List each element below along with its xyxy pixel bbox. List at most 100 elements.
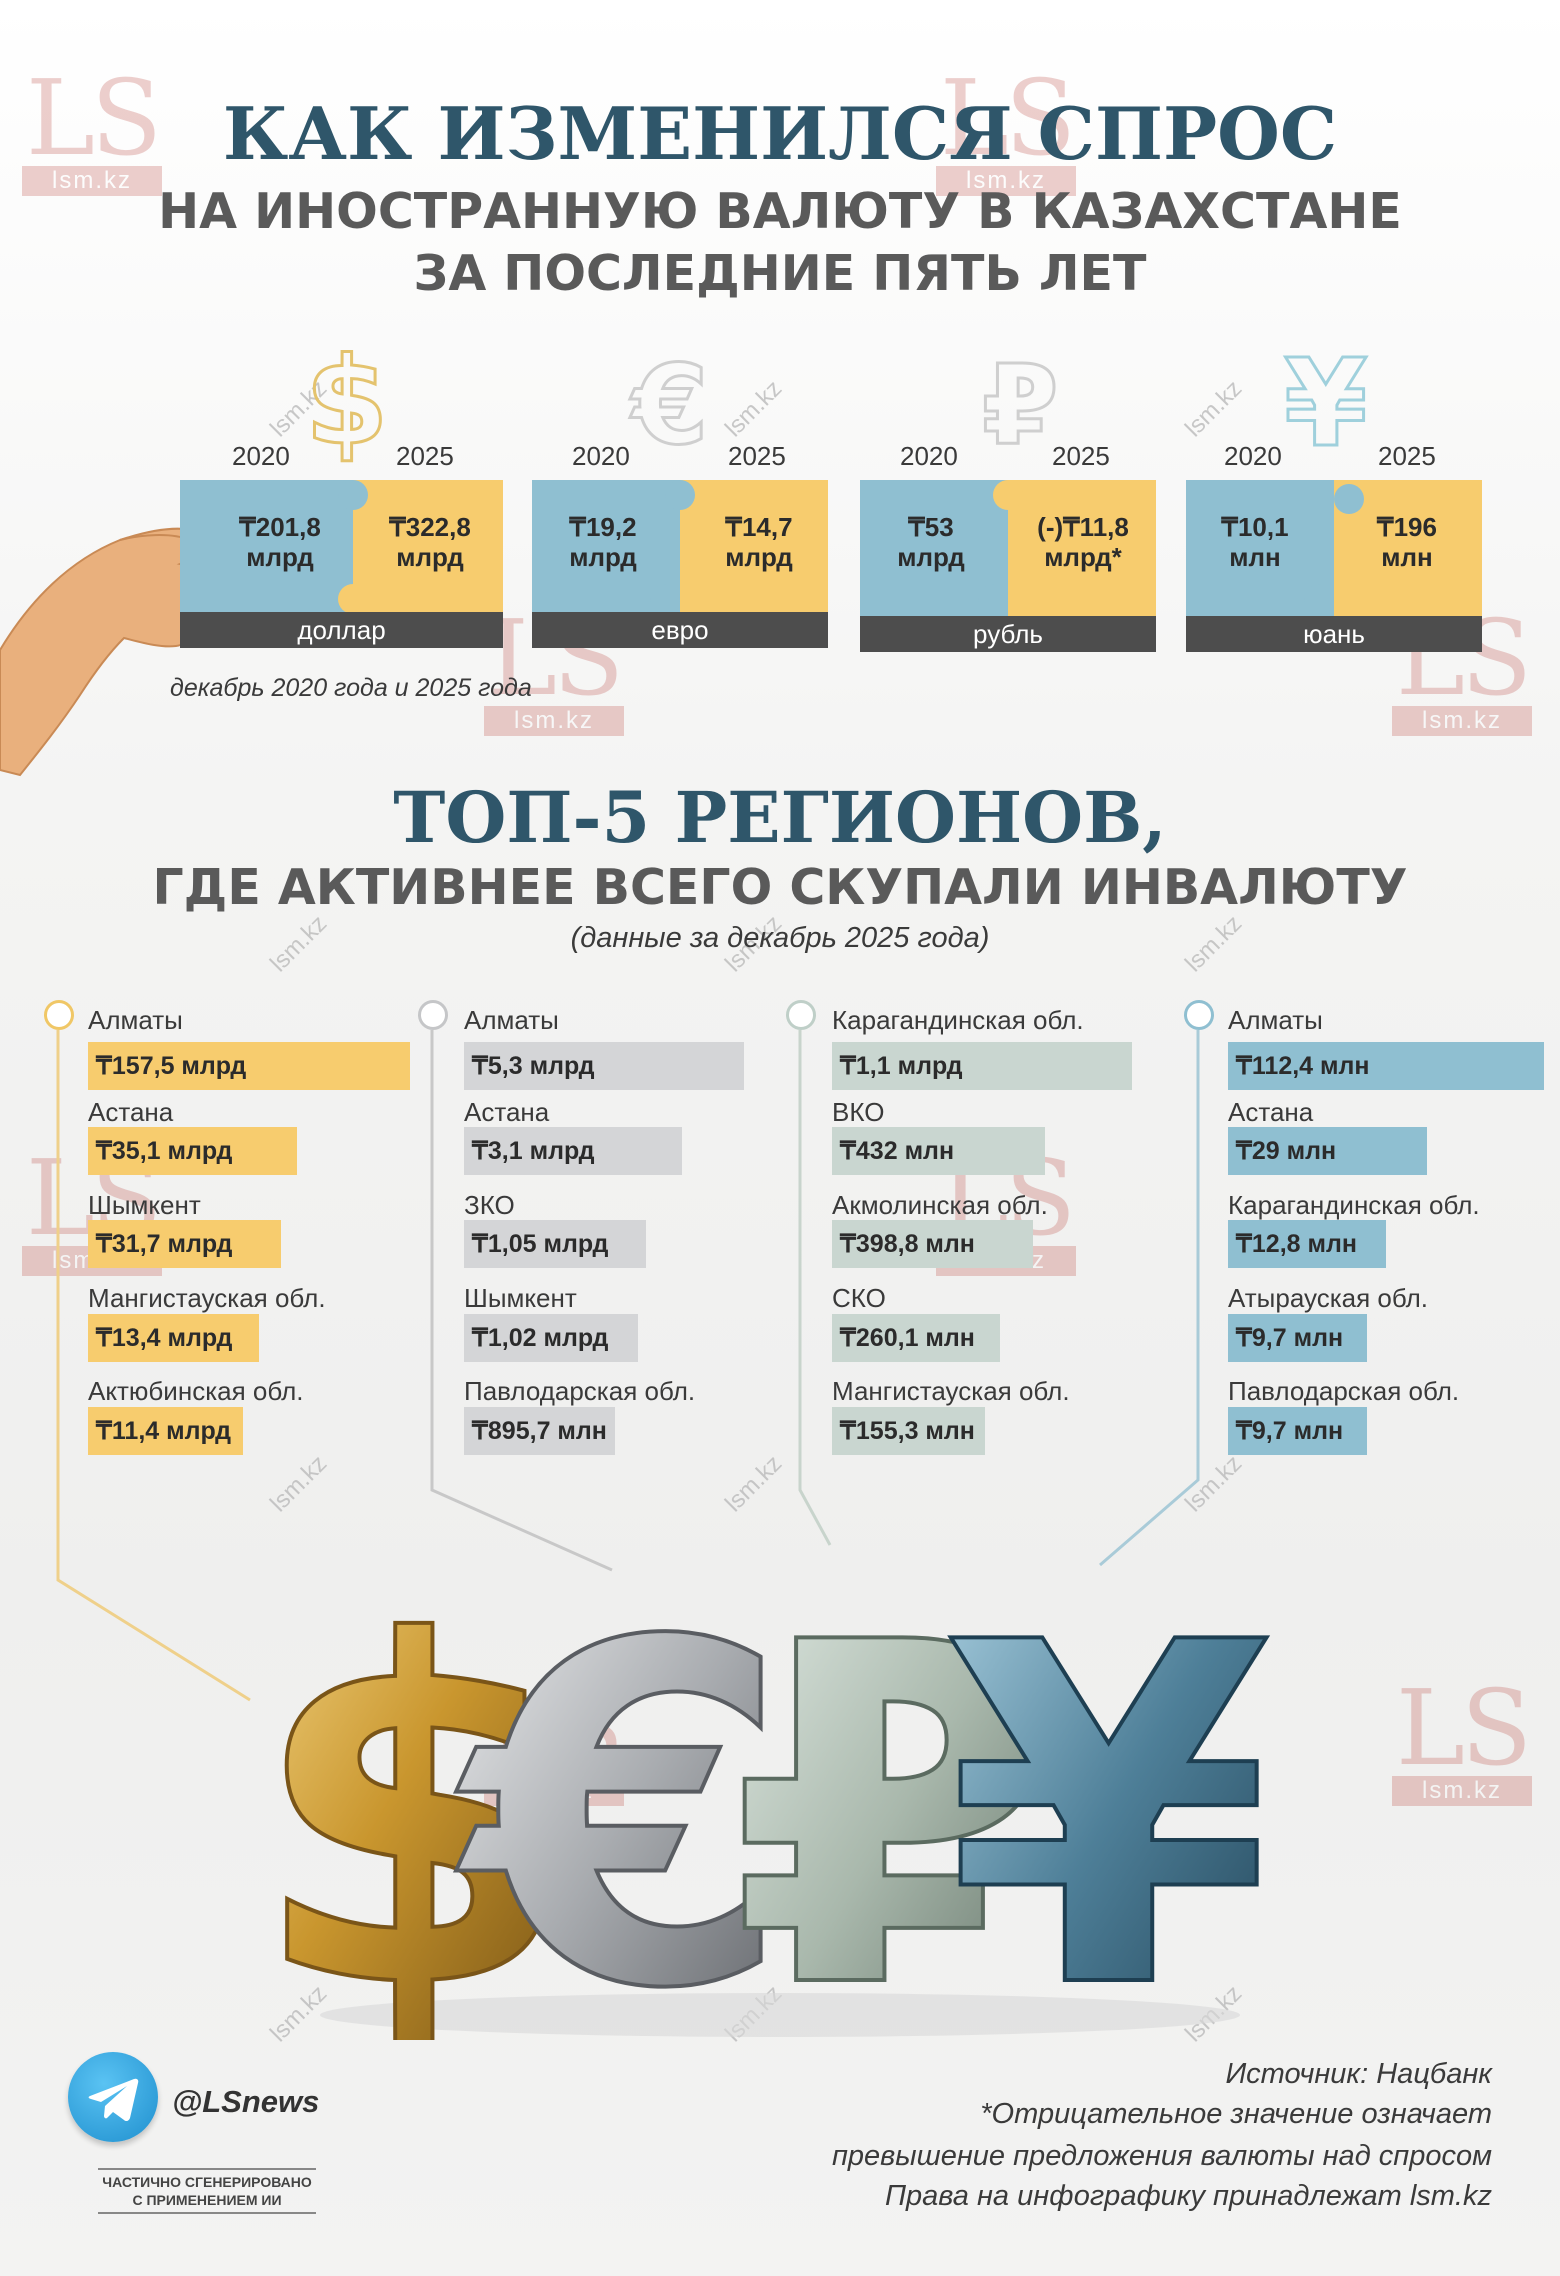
yuan-symbol: ¥ (945, 1544, 1272, 2040)
region-name: Алматы (1228, 1005, 1323, 1035)
region-name: Атырауская обл. (1228, 1283, 1428, 1313)
region-value-bar: ₸9,7 млн (1228, 1314, 1367, 1362)
year-label: 2020 (1224, 441, 1282, 471)
region-name: Шымкент (88, 1190, 201, 1220)
region-value-bar: ₸9,7 млн (1228, 1407, 1367, 1455)
puzzle-knob (1334, 484, 1364, 514)
region-name: Павлодарская обл. (464, 1376, 696, 1406)
value-2025: ₸14,7 млрд (725, 512, 793, 572)
region-value-bar: ₸1,02 млрд (464, 1314, 638, 1362)
region-value-bar: ₸29 млн (1228, 1127, 1427, 1175)
yuan-icon: ¥ (1283, 335, 1369, 474)
year-label: 2025 (728, 441, 786, 471)
region-name: Карагандинская обл. (1228, 1190, 1480, 1220)
region-value-bar: ₸35,1 млрд (88, 1127, 297, 1175)
value-2020: ₸201,8 млрд (239, 512, 321, 572)
year-label: 2020 (572, 441, 630, 471)
region-name: Астана (88, 1097, 174, 1127)
telegram-handle[interactable]: @LSnews (172, 2084, 320, 2119)
negative-value-note-2: превышение предложения валюты над спросо… (831, 2140, 1492, 2172)
region-value-bar: ₸13,4 млрд (88, 1314, 259, 1362)
region-name: ЗКО (464, 1190, 515, 1220)
region-value-bar: ₸260,1 млн (832, 1314, 1000, 1362)
region-name: Астана (464, 1097, 550, 1127)
region-name: Акмолинская обл. (832, 1190, 1048, 1220)
region-value-bar: ₸112,4 млн (1228, 1042, 1544, 1090)
currency-name: доллар (180, 612, 503, 648)
region-name: ВКО (832, 1097, 885, 1127)
year-label: 2025 (396, 441, 454, 471)
puzzle-piece-2025 (353, 480, 503, 618)
negative-value-note: *Отрицательное значение означает (980, 2098, 1492, 2130)
region-name: Алматы (88, 1005, 183, 1035)
region-column-marker (1184, 1000, 1214, 1030)
region-name: Алматы (464, 1005, 559, 1035)
region-value-bar: ₸5,3 млрд (464, 1042, 744, 1090)
ruble-symbol: ₽ (730, 1544, 1057, 2040)
puzzle-piece-2025 (1008, 480, 1156, 618)
currency-symbols-illustration: $ € ₽ ¥ (250, 1542, 1274, 2040)
region-value-bar: ₸3,1 млрд (464, 1127, 682, 1175)
region-value-bar: ₸1,05 млрд (464, 1220, 646, 1268)
year-label: 2025 (1052, 441, 1110, 471)
puzzle-piece-2020 (180, 480, 353, 618)
puzzle-knob (978, 584, 1008, 614)
value-2025: ₸322,8 млрд (389, 512, 471, 572)
source-note: Источник: Нацбанк (1225, 2058, 1492, 2090)
region-column-marker (786, 1000, 816, 1030)
puzzle-knob (1304, 584, 1334, 614)
dollar-icon: $ (304, 333, 390, 472)
value-2020: ₸53 млрд (897, 512, 965, 572)
region-value-bar: ₸12,8 млн (1228, 1220, 1386, 1268)
year-label: 2025 (1378, 441, 1436, 471)
currency-name: рубль (860, 616, 1156, 652)
region-value-bar: ₸398,8 млн (832, 1220, 1033, 1268)
watermark-text: lsm.kz (720, 375, 788, 443)
currency-name: евро (532, 612, 828, 648)
value-2025: (-)₸11,8 млрд* (1037, 512, 1129, 572)
page-subtitle-line1: НА ИНОСТРАННУЮ ВАЛЮТУ В КАЗАХСТАНЕ (158, 183, 1402, 240)
region-value-bar: ₸155,3 млн (832, 1407, 985, 1455)
region-value-bar: ₸432 млн (832, 1127, 1045, 1175)
telegram-icon[interactable] (68, 2052, 158, 2142)
region-name: Мангистауская обл. (832, 1376, 1070, 1406)
rights-note: Права на инфографику принадлежат lsm.kz (885, 2180, 1492, 2212)
region-name: СКО (832, 1283, 886, 1313)
value-2025: ₸196 млн (1377, 512, 1437, 572)
region-name: Актюбинская обл. (88, 1376, 304, 1406)
euro-symbol: € (450, 1544, 792, 2040)
region-value-bar: ₸31,7 млрд (88, 1220, 281, 1268)
region-value-bar: ₸11,4 млрд (88, 1407, 243, 1455)
puzzle-knob (665, 480, 695, 510)
year-label: 2020 (232, 441, 290, 471)
ruble-icon: ₽ (981, 341, 1061, 469)
year-label: 2020 (900, 441, 958, 471)
puzzle-piece-2025 (680, 480, 828, 618)
currency-name: юань (1186, 616, 1482, 652)
region-column-marker (44, 1000, 74, 1030)
page-subtitle-line2: ЗА ПОСЛЕДНИЕ ПЯТЬ ЛЕТ (413, 245, 1147, 302)
puzzle-knob (650, 584, 680, 614)
region-value-bar: ₸157,5 млрд (88, 1042, 410, 1090)
value-2020: ₸19,2 млрд (569, 512, 637, 572)
watermark-text: lsm.kz (1180, 375, 1248, 443)
region-name: Астана (1228, 1097, 1314, 1127)
puzzle-knob (993, 480, 1023, 510)
top5-title: ТОП-5 РЕГИОНОВ, (393, 776, 1167, 859)
puzzle-knob (338, 480, 368, 510)
region-value-bar: ₸895,7 млн (464, 1407, 615, 1455)
ai-note: ЧАСТИЧНО СГЕНЕРИРОВАНО С ПРИМЕНЕНИЕМ ИИ (98, 2168, 316, 2214)
dollar-symbol: $ (250, 1544, 577, 2040)
region-name: Шымкент (464, 1283, 577, 1313)
puzzle-knob (338, 584, 368, 614)
region-name: Павлодарская обл. (1228, 1376, 1460, 1406)
region-name: Карагандинская обл. (832, 1005, 1084, 1035)
value-2020: ₸10,1 млн (1221, 512, 1289, 572)
page-title: КАК ИЗМЕНИЛСЯ СПРОС (222, 91, 1338, 176)
region-name: Мангистауская обл. (88, 1283, 326, 1313)
region-column-marker (418, 1000, 448, 1030)
